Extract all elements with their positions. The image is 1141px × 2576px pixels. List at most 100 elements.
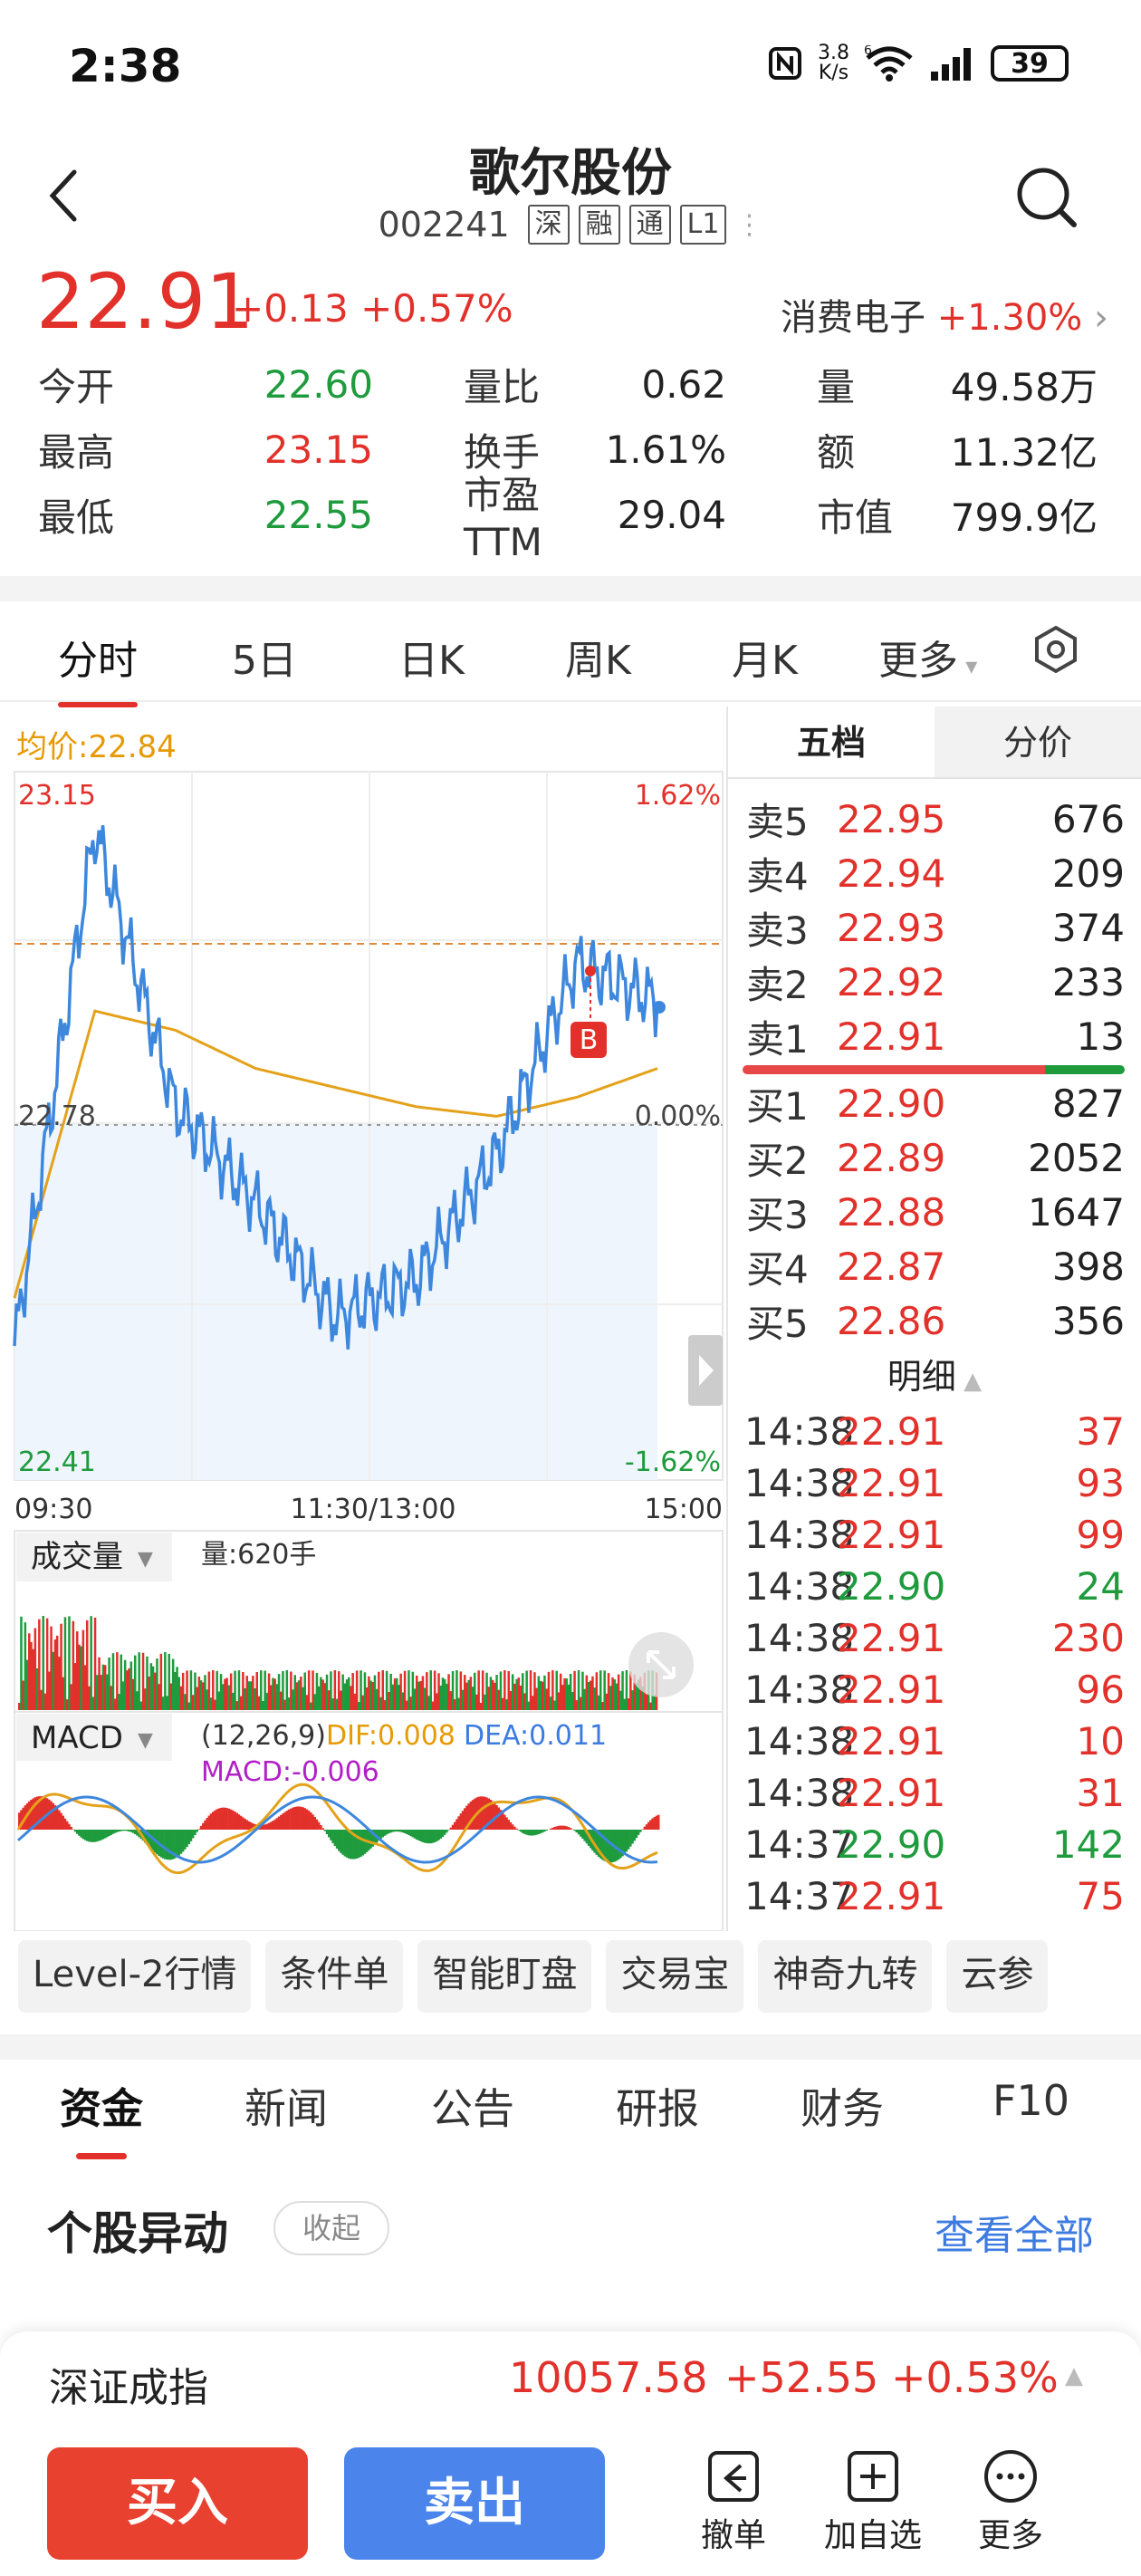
collapse-button[interactable]: 收起 xyxy=(273,2201,389,2255)
tab-daily-k[interactable]: 日K xyxy=(398,638,465,684)
tab-weekly-k[interactable]: 周K xyxy=(565,638,631,684)
volume-bar xyxy=(219,1674,223,1710)
macd-bar xyxy=(527,1830,531,1836)
volume-bar xyxy=(297,1680,301,1710)
ask-row[interactable]: 卖3 22.93 374 xyxy=(728,900,1141,955)
tab-monthly-k[interactable]: 月K xyxy=(732,638,798,684)
detail-header[interactable]: 明细 ▲ xyxy=(887,1357,983,1397)
ask-row[interactable]: 卖1 22.91 13 xyxy=(728,1009,1141,1063)
macd-selector[interactable] xyxy=(16,1714,172,1761)
volume-bar xyxy=(507,1671,510,1710)
sell-button[interactable]: 卖出 xyxy=(344,2447,605,2560)
volume-bar xyxy=(427,1696,430,1710)
volume-bar xyxy=(348,1677,350,1710)
macd-bar xyxy=(497,1807,500,1830)
sector-link[interactable]: 消费电子 +1.30% › xyxy=(780,297,1108,339)
volume-bar xyxy=(623,1698,626,1710)
macd-bar xyxy=(189,1830,193,1841)
intraday-chart[interactable]: B 均价:22.84 23.15 22.78 22.41 1.62% 0.00%… xyxy=(0,706,724,1932)
more-dots-icon[interactable]: ⋮ xyxy=(735,208,763,241)
bid-row[interactable]: 买3 22.88 1647 xyxy=(728,1185,1141,1239)
ask-row[interactable]: 卖2 22.92 233 xyxy=(728,955,1141,1009)
index-ticker-bar[interactable]: 深证成指 10057.58 +52.55 +0.53% ▲ xyxy=(0,2331,1141,2426)
buy-marker[interactable] xyxy=(570,1022,607,1058)
bid-row[interactable]: 买5 22.86 356 xyxy=(728,1293,1141,1348)
chip-level2[interactable]: Level-2行情 xyxy=(18,1940,252,2013)
chip-magic-nine[interactable]: 神奇九转 xyxy=(758,1940,933,2013)
tab-more[interactable]: 更多 ▾ xyxy=(878,638,978,684)
chip-trade-bao[interactable]: 交易宝 xyxy=(606,1940,744,2013)
volume-bar xyxy=(24,1622,27,1710)
tab-capital[interactable]: 资金 xyxy=(60,2076,143,2159)
volume-bar xyxy=(585,1675,589,1710)
tab-announcements[interactable]: 公告 xyxy=(431,2084,514,2133)
bid-row[interactable]: 买2 22.89 2052 xyxy=(728,1130,1141,1185)
ask-qty: 209 xyxy=(1051,851,1125,896)
chip-conditional-order[interactable]: 条件单 xyxy=(265,1940,404,2013)
macd-bar xyxy=(625,1830,628,1852)
more-button[interactable]: 更多 xyxy=(956,2447,1065,2556)
bid-level: 买1 xyxy=(746,1083,809,1129)
volume-bar xyxy=(595,1672,599,1710)
volume-bar xyxy=(52,1651,54,1710)
macd-bar xyxy=(533,1830,536,1836)
chip-cloud[interactable]: 云参 xyxy=(946,1940,1049,2013)
volume-bar xyxy=(275,1684,279,1710)
ask-row[interactable]: 卖5 22.95 676 xyxy=(728,792,1141,846)
volume-bar xyxy=(106,1674,109,1710)
volume-bar xyxy=(222,1684,225,1710)
chip-smart-monitor[interactable]: 智能盯盘 xyxy=(417,1940,592,2013)
caret-up-icon: ▲ xyxy=(955,1368,983,1395)
ask-row[interactable]: 卖4 22.94 209 xyxy=(728,846,1141,900)
bid-row[interactable]: 买4 22.87 398 xyxy=(728,1239,1141,1293)
tab-f10[interactable]: F10 xyxy=(992,2076,1069,2125)
volume-bar xyxy=(563,1677,566,1710)
volume-bar xyxy=(216,1670,218,1710)
tab-price-distribution[interactable]: 分价 xyxy=(935,706,1141,777)
search-icon[interactable] xyxy=(1014,165,1078,228)
buy-button[interactable]: 买入 xyxy=(47,2447,308,2560)
macd-bar xyxy=(353,1830,357,1860)
tab-news[interactable]: 新闻 xyxy=(244,2084,328,2133)
volume-bar xyxy=(101,1664,105,1710)
view-all-link[interactable]: 查看全部 xyxy=(935,2213,1094,2259)
tab-finance[interactable]: 财务 xyxy=(801,2084,884,2133)
macd-bar xyxy=(280,1814,283,1830)
macd-bar xyxy=(494,1802,496,1830)
tab-five-levels[interactable]: 五档 xyxy=(728,706,935,777)
status-icons: 3.8 K/s 6 39 xyxy=(767,43,1069,83)
add-watchlist-button[interactable]: 加自选 xyxy=(819,2447,927,2556)
macd-bar xyxy=(63,1818,67,1830)
volume-selector[interactable] xyxy=(16,1533,172,1581)
trade-row: 14:37 22.91 75 xyxy=(728,1870,1141,1922)
macd-bar xyxy=(449,1827,453,1830)
macd-bar xyxy=(503,1814,506,1830)
ask-price: 22.94 xyxy=(837,851,946,896)
tab-research[interactable]: 研报 xyxy=(616,2084,699,2133)
volume-bar xyxy=(139,1701,143,1710)
volume-bar xyxy=(300,1677,302,1710)
trade-qty: 75 xyxy=(1076,1874,1125,1918)
macd-bar xyxy=(217,1808,221,1830)
bottom-action-bar: 买入 卖出 撤单 加自选 更多 xyxy=(0,2426,1141,2576)
volume-bar xyxy=(577,1670,580,1710)
bid-row[interactable]: 买1 22.90 827 xyxy=(728,1076,1141,1130)
macd-bar xyxy=(197,1829,201,1830)
volume-bar xyxy=(88,1686,91,1710)
macd-bar xyxy=(93,1830,97,1842)
macd-bar xyxy=(561,1825,564,1830)
back-icon[interactable] xyxy=(47,168,80,223)
tab-5day[interactable]: 5日 xyxy=(232,638,297,684)
volume-bar xyxy=(108,1658,110,1710)
cancel-order-button[interactable]: 撤单 xyxy=(679,2447,788,2556)
trade-price: 22.91 xyxy=(837,1668,946,1712)
trade-row: 14:37 22.90 142 xyxy=(728,1819,1141,1870)
macd-bar xyxy=(216,1809,218,1830)
tab-intraday[interactable]: 分时 xyxy=(58,628,138,707)
volume-bar xyxy=(633,1674,636,1710)
bid-list: 买1 22.90 827 买2 22.89 2052 买3 22.88 1647 买4 22.87 3… xyxy=(728,1076,1141,1348)
settings-hex-icon[interactable] xyxy=(1031,624,1081,675)
macd-bar xyxy=(623,1830,626,1854)
trade-row: 14:38 22.91 99 xyxy=(728,1509,1141,1561)
macd-bar xyxy=(617,1830,620,1860)
